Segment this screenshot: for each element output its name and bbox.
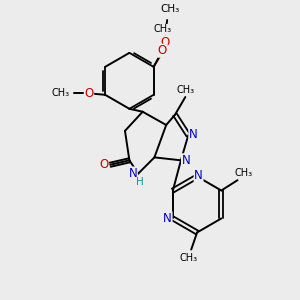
Text: O: O [158, 44, 167, 57]
Text: CH₃: CH₃ [177, 85, 195, 95]
Text: O: O [84, 87, 94, 100]
Text: CH₃: CH₃ [154, 25, 172, 34]
Text: CH₃: CH₃ [160, 4, 179, 14]
Text: N: N [189, 128, 198, 141]
Text: CH₃: CH₃ [180, 253, 198, 263]
Text: N: N [194, 169, 203, 182]
Text: N: N [128, 167, 137, 180]
Text: O: O [99, 158, 108, 171]
Text: N: N [182, 154, 190, 167]
Text: N: N [163, 212, 172, 225]
Text: H: H [136, 177, 144, 187]
Text: O: O [160, 36, 170, 49]
Text: CH₃: CH₃ [52, 88, 70, 98]
Text: CH₃: CH₃ [234, 168, 253, 178]
